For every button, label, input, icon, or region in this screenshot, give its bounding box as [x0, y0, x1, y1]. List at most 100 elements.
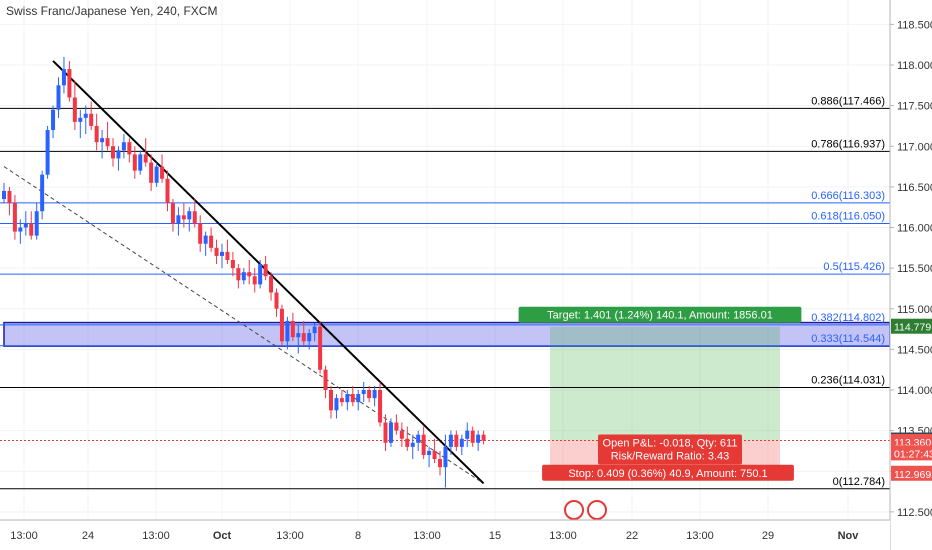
- time-tick-label: 24: [82, 530, 94, 542]
- time-tick-label: 13:00: [142, 530, 170, 542]
- fib-level-label: 0.786(116.937): [811, 138, 885, 150]
- candle-body: [89, 113, 94, 126]
- candle-body: [7, 190, 12, 204]
- coin-icon: [564, 500, 584, 520]
- candle-body: [236, 268, 241, 281]
- price-tick-label: 117.500: [897, 101, 932, 113]
- candle-body: [416, 434, 421, 443]
- fib-level-label: 0.236(114.031): [811, 374, 885, 386]
- price-badge-label: 114.779: [894, 322, 931, 334]
- candle-body: [263, 264, 268, 277]
- candle-body: [334, 398, 339, 411]
- candle-body: [356, 394, 361, 403]
- candle-body: [138, 154, 143, 171]
- candle-body: [296, 333, 301, 338]
- candle-body: [40, 174, 45, 212]
- trendline: [52, 60, 485, 485]
- target-label-box: [518, 306, 802, 323]
- stop-label: Stop: 0.409 (0.36%) 40.9, Amount: 750.1: [568, 468, 767, 480]
- price-badge-label: 112.969: [894, 469, 931, 481]
- candle-body: [252, 276, 257, 285]
- candle-body: [18, 227, 23, 232]
- candle-body: [78, 117, 83, 122]
- candle-body: [438, 459, 442, 468]
- price-tick-label: 118.500: [897, 19, 932, 31]
- candle-body: [465, 430, 470, 439]
- candle-body: [209, 235, 214, 248]
- candle-body: [459, 438, 464, 447]
- rr-label: Risk/Reward Ratio: 3.43: [611, 451, 730, 463]
- price-tick-label: 114.000: [897, 385, 932, 397]
- candle-body: [241, 272, 246, 281]
- fib-level-label: 0.382(114.802): [811, 312, 885, 324]
- candle-body: [432, 450, 437, 460]
- candle-body: [470, 430, 475, 443]
- price-tick-label: 118.000: [897, 60, 932, 72]
- candle-body: [476, 434, 481, 443]
- time-tick-label: 13:00: [549, 530, 577, 542]
- candle-body: [143, 154, 148, 163]
- fib-level-label: 0.666(116.303): [811, 190, 885, 202]
- candle-body: [329, 390, 333, 411]
- coin-icon: [587, 500, 607, 520]
- candle-body: [339, 398, 344, 403]
- price-badge: [891, 445, 932, 461]
- candle-body: [258, 264, 263, 285]
- time-tick-label: 13:00: [10, 530, 38, 542]
- candle-body: [285, 320, 290, 342]
- fib-level-label: 0.886(117.466): [811, 95, 885, 107]
- price-tick-label: 114.500: [897, 344, 932, 356]
- target-label-group: Target: 1.401 (1.24%) 140.1, Amount: 185…: [518, 306, 802, 323]
- chart-title: Swiss Franc/Japanese Yen, 240, FXCM: [6, 4, 218, 18]
- candle-body: [56, 85, 61, 110]
- candle-body: [116, 150, 121, 159]
- candle-body: [165, 178, 170, 204]
- candle-body: [23, 223, 28, 228]
- time-tick-label: Nov: [838, 530, 860, 542]
- candle-body: [220, 251, 224, 256]
- price-badge-label: 01:27:43: [894, 448, 932, 460]
- price-tick-label: 115.500: [897, 263, 932, 275]
- candle-body: [427, 450, 432, 455]
- candle-body: [176, 215, 181, 224]
- price-badge: [891, 465, 932, 481]
- candle-body: [83, 113, 88, 118]
- candle-body: [307, 333, 312, 342]
- target-zone: [550, 326, 780, 441]
- candle-body: [247, 272, 252, 277]
- time-tick-label: 13:00: [686, 530, 714, 542]
- candle-body: [367, 390, 372, 399]
- time-tick-label: 29: [762, 530, 774, 542]
- candle-body: [443, 446, 448, 468]
- candle-body: [361, 390, 366, 395]
- candle-body: [350, 394, 355, 403]
- candle-body: [149, 162, 154, 183]
- plot-area: [0, 0, 890, 520]
- price-tick-label: 112.500: [897, 507, 932, 519]
- candle-body: [121, 142, 126, 151]
- candle-body: [454, 434, 459, 447]
- candle-body: [421, 434, 426, 455]
- price-tick-label: 116.500: [897, 182, 932, 194]
- time-axis-panel: [0, 520, 890, 550]
- candle-body: [312, 326, 317, 334]
- candle-body: [301, 333, 306, 342]
- candle-body: [132, 154, 137, 171]
- price-badge: [891, 318, 932, 334]
- candle-body: [105, 138, 110, 147]
- candle-body: [72, 97, 77, 122]
- time-tick-label: 13:00: [276, 530, 304, 542]
- price-tick-label: 117.000: [897, 141, 932, 153]
- candle-body: [154, 166, 159, 183]
- time-tick-label: 22: [626, 530, 638, 542]
- candle-body: [394, 422, 399, 431]
- candle-body: [388, 422, 393, 443]
- fib-level-label: 0.333(114.544): [811, 333, 885, 345]
- candle-body: [160, 166, 165, 179]
- candle-body: [192, 211, 197, 224]
- stop-label-group: Stop: 0.409 (0.36%) 40.9, Amount: 750.1: [542, 464, 794, 481]
- pnl-box: [598, 434, 742, 465]
